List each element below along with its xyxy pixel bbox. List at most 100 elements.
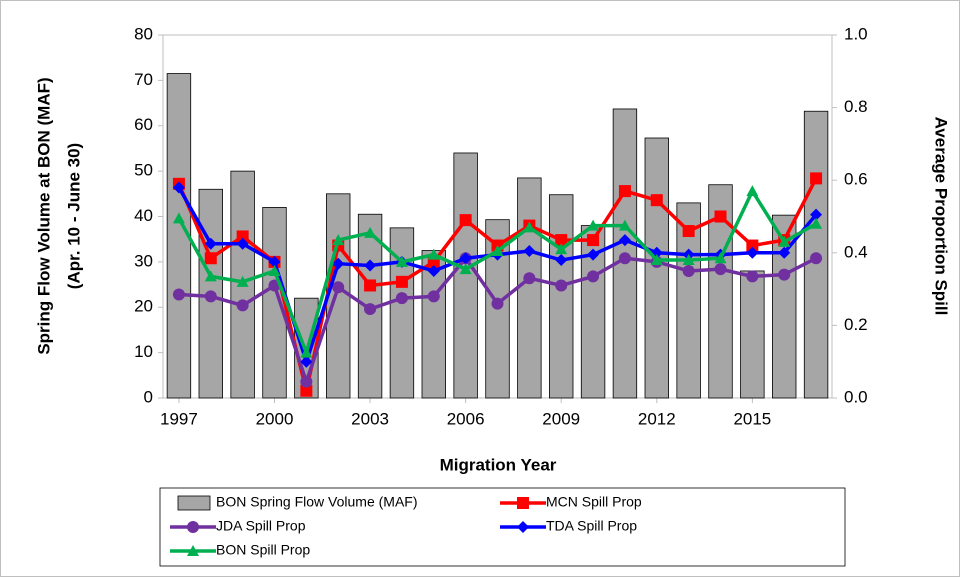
bar — [517, 177, 542, 399]
marker — [332, 281, 345, 294]
marker — [555, 279, 568, 292]
y-tick-label: 40 — [134, 206, 153, 225]
marker — [204, 270, 217, 282]
legend-marker — [187, 545, 199, 556]
y-tick-label: 60 — [134, 115, 153, 134]
marker — [618, 252, 631, 265]
y2-tick-label: 0.6 — [844, 170, 868, 189]
marker — [204, 252, 217, 265]
marker — [810, 217, 823, 229]
marker — [172, 181, 185, 194]
marker — [714, 252, 727, 264]
marker — [618, 185, 631, 198]
y-tick-label: 0 — [144, 387, 153, 406]
marker — [618, 234, 631, 247]
marker — [523, 221, 536, 233]
marker — [746, 239, 759, 252]
y2-tick-label: 0.8 — [844, 97, 868, 116]
marker — [810, 252, 823, 265]
marker — [459, 214, 472, 227]
marker — [364, 279, 377, 292]
x-tick-label: 1997 — [160, 409, 198, 428]
marker — [204, 290, 217, 303]
y2-axis-title: Average Proportion Spill — [932, 117, 951, 316]
y-tick-label: 30 — [134, 251, 153, 270]
marker — [523, 272, 536, 285]
marker — [682, 254, 695, 266]
y-tick-label: 70 — [134, 70, 153, 89]
marker — [172, 288, 185, 301]
bar — [740, 270, 765, 399]
y2-tick-label: 0.4 — [844, 242, 868, 261]
x-tick-label: 2003 — [351, 409, 389, 428]
marker — [300, 375, 313, 388]
marker — [778, 246, 791, 259]
bar — [676, 202, 701, 399]
marker — [682, 264, 695, 277]
legend-swatch — [177, 495, 211, 511]
y-tick-label: 10 — [134, 342, 153, 361]
bar — [262, 207, 287, 399]
marker — [555, 254, 568, 267]
x-axis-title: Migration Year — [440, 455, 557, 474]
marker — [523, 244, 536, 257]
marker — [746, 185, 759, 197]
marker — [427, 264, 440, 277]
marker — [682, 225, 695, 238]
legend-marker — [517, 497, 529, 509]
bar — [644, 137, 669, 399]
y2-tick-label: 0.2 — [844, 315, 868, 334]
marker — [300, 346, 313, 358]
marker — [491, 297, 504, 310]
marker — [395, 275, 408, 288]
x-tick-label: 2009 — [542, 409, 580, 428]
marker — [236, 275, 249, 287]
marker — [778, 235, 791, 247]
marker — [555, 243, 568, 255]
marker — [587, 234, 600, 247]
x-tick-label: 2015 — [733, 409, 771, 428]
marker — [427, 290, 440, 303]
legend-marker — [187, 521, 199, 533]
marker — [236, 299, 249, 312]
legend-marker — [517, 521, 529, 533]
marker — [587, 219, 600, 231]
legend-label: MCN Spill Prop — [546, 494, 642, 510]
marker — [746, 246, 759, 259]
marker — [172, 212, 185, 224]
y-tick-label: 80 — [134, 24, 153, 43]
marker — [618, 219, 631, 231]
marker — [364, 259, 377, 272]
bar — [326, 193, 351, 399]
bar — [549, 194, 574, 399]
marker — [587, 248, 600, 261]
y2-tick-label: 1.0 — [844, 24, 868, 43]
marker — [268, 264, 281, 276]
x-tick-label: 2006 — [447, 409, 485, 428]
y-axis-title: Spring Flow Volume at BON (MAF) — [34, 77, 53, 354]
marker — [395, 292, 408, 305]
legend-label: JDA Spill Prop — [216, 518, 306, 534]
x-tick-label: 2000 — [256, 409, 294, 428]
marker — [459, 263, 472, 275]
marker — [459, 252, 472, 265]
legend-label: BON Spill Prop — [216, 542, 310, 558]
legend-label: TDA Spill Prop — [546, 518, 637, 534]
marker — [650, 194, 663, 207]
marker — [268, 255, 281, 268]
marker — [778, 268, 791, 281]
x-tick-label: 2012 — [638, 409, 676, 428]
bar — [166, 73, 192, 399]
marker — [300, 384, 313, 397]
marker — [332, 234, 345, 246]
marker — [427, 248, 440, 260]
marker — [810, 208, 823, 221]
marker — [236, 230, 249, 243]
marker — [810, 172, 823, 185]
bar — [453, 152, 478, 399]
y2-tick-label: 0.0 — [844, 387, 868, 406]
legend-label: BON Spring Flow Volume (MAF) — [216, 494, 418, 510]
bar — [772, 214, 797, 399]
